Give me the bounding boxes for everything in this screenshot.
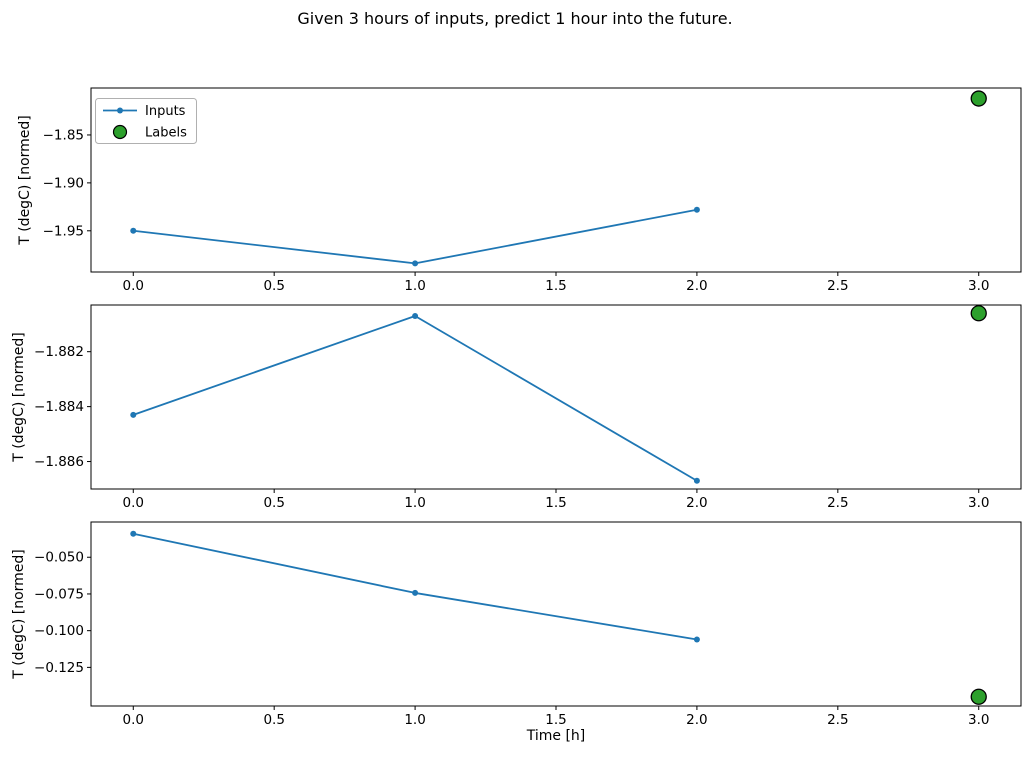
subplot-2: −1.882 −1.884 −1.886 0.0 0.5 1.0 1.5 2.0 2.5 3.0 T…	[11, 304, 1022, 511]
labels-point	[970, 305, 987, 322]
x-axis-label: Time [h]	[526, 728, 586, 744]
labels-point	[970, 688, 987, 705]
x-tick-label: 0.0	[123, 712, 144, 728]
x-tick-label: 1.0	[404, 712, 425, 728]
y-axis-label: T (degC) [normed]	[11, 549, 27, 680]
inputs-point	[130, 227, 137, 234]
x-tick-label: 2.0	[686, 278, 707, 294]
x-tick-label: 2.5	[827, 495, 848, 511]
inputs-point	[412, 312, 419, 319]
x-tick-label: 0.0	[123, 278, 144, 294]
x-tick-label: 1.0	[404, 278, 425, 294]
y-tick-label: −0.100	[34, 623, 84, 639]
legend-labels-label: Labels	[145, 126, 187, 141]
axes-frame	[90, 521, 1022, 707]
x-tick-label: 3.0	[968, 712, 989, 728]
subplot-1: −1.85 −1.90 −1.95 0.0 0.5 1.0 1.5 2.0 2.5 3.0 T (d…	[17, 87, 1022, 294]
inputs-point	[412, 589, 419, 596]
x-tick-label: 2.5	[827, 712, 848, 728]
inputs-point	[693, 206, 700, 213]
labels-point	[970, 90, 987, 107]
legend-inputs-label: Inputs	[145, 104, 186, 119]
inputs-point	[130, 530, 137, 537]
y-tick-label: −1.886	[34, 454, 84, 470]
y-axis-label: T (degC) [normed]	[17, 115, 33, 246]
x-tick-label: 0.5	[263, 495, 284, 511]
x-tick-label: 1.5	[545, 495, 566, 511]
y-tick-label: −1.884	[34, 399, 84, 415]
y-tick-label: −1.85	[43, 127, 84, 143]
x-tick-label: 0.5	[263, 278, 284, 294]
inputs-line	[133, 208, 698, 265]
inputs-line	[133, 532, 698, 641]
y-tick-label: −1.95	[43, 223, 84, 239]
inputs-line	[132, 315, 698, 482]
x-tick-label: 0.0	[123, 495, 144, 511]
y-tick-label: −0.125	[34, 660, 84, 676]
legend-labels-marker	[112, 124, 128, 140]
y-tick-label: −0.050	[34, 550, 84, 566]
figure-title: Given 3 hours of inputs, predict 1 hour …	[297, 9, 733, 28]
x-tick-label: 2.0	[686, 495, 707, 511]
y-tick-label: −0.075	[34, 586, 84, 602]
axes-frame	[90, 87, 1022, 273]
x-tick-label: 2.5	[827, 278, 848, 294]
legend: Inputs Labels	[95, 98, 197, 144]
y-axis-label: T (degC) [normed]	[11, 332, 27, 463]
axes-frame	[90, 304, 1022, 490]
subplot-3: −0.050 −0.075 −0.100 −0.125 0.0 0.5 1.0 1.5 2.0 2…	[11, 521, 1022, 728]
x-tick-label: 2.0	[686, 712, 707, 728]
x-tick-label: 3.0	[968, 495, 989, 511]
inputs-point	[130, 411, 137, 418]
x-tick-label: 1.5	[545, 278, 566, 294]
inputs-point	[412, 260, 419, 267]
y-tick-label: −1.882	[34, 344, 84, 360]
x-tick-label: 1.0	[404, 495, 425, 511]
y-tick-label: −1.90	[43, 175, 84, 191]
x-tick-label: 0.5	[263, 712, 284, 728]
inputs-point	[693, 477, 700, 484]
x-tick-label: 3.0	[968, 278, 989, 294]
x-tick-label: 1.5	[545, 712, 566, 728]
legend-inputs-marker	[117, 107, 123, 114]
inputs-point	[693, 636, 700, 643]
